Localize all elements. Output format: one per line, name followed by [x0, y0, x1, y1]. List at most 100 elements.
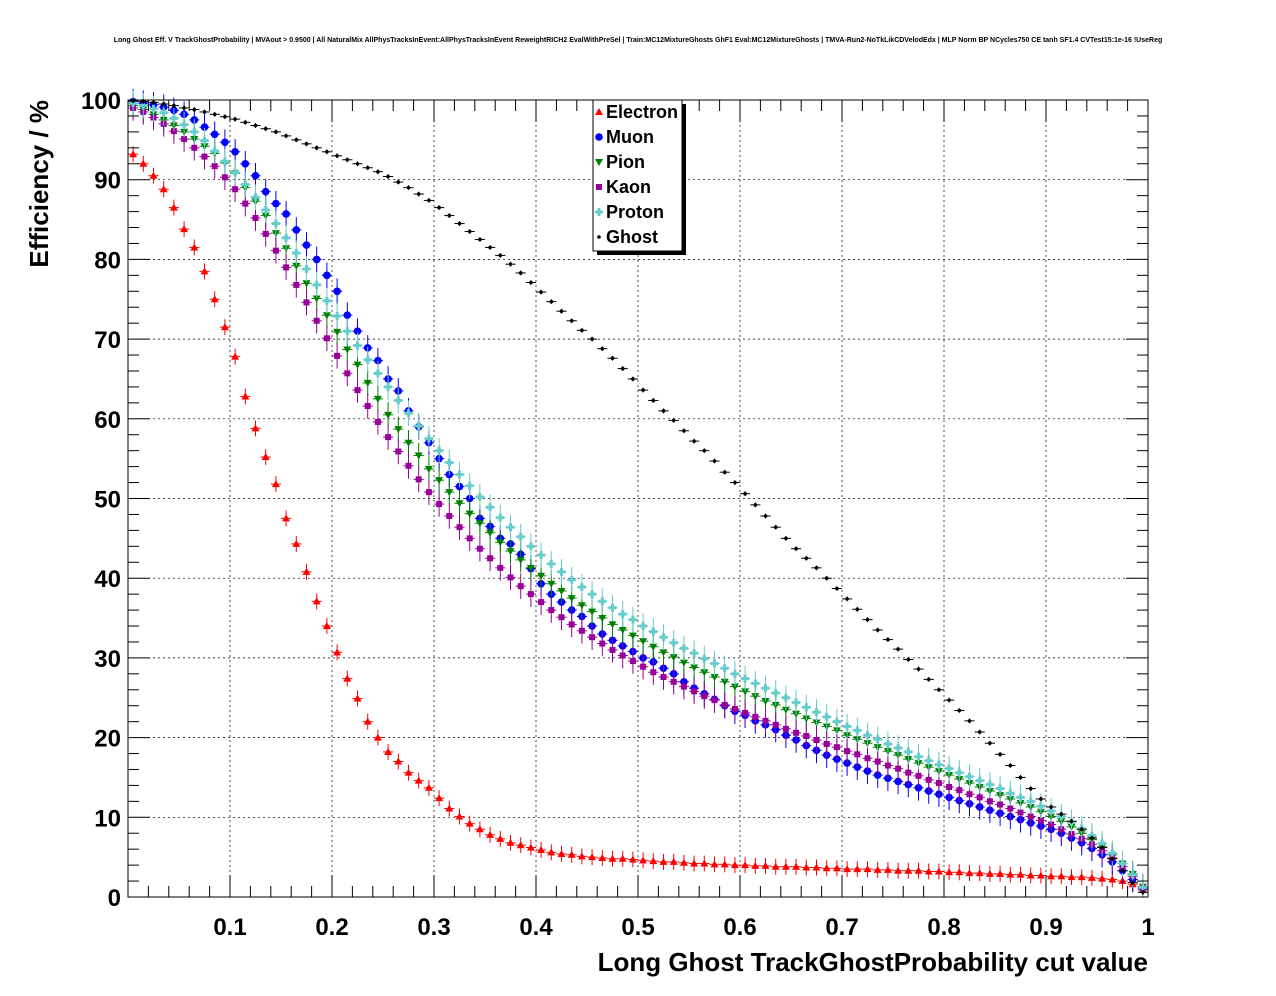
point-proton: [333, 311, 342, 320]
point-proton: [251, 193, 260, 202]
point-electron: [771, 862, 780, 870]
point-proton-v: [417, 421, 421, 430]
point-ghost: [651, 398, 656, 403]
point-ghost: [875, 628, 880, 632]
point-kaon: [425, 489, 432, 496]
point-ghost: [161, 102, 166, 106]
point-kaon: [721, 701, 728, 708]
point-proton: [802, 703, 811, 712]
point-proton-v: [488, 503, 492, 512]
point-proton-v: [294, 249, 298, 258]
point-proton: [1128, 870, 1137, 879]
point-ghost: [314, 146, 319, 150]
y-tick-label: 20: [94, 726, 121, 753]
point-proton: [241, 180, 250, 189]
point-pion: [720, 678, 729, 686]
point-electron: [1047, 872, 1056, 880]
point-ghost: [182, 106, 186, 110]
point-proton: [292, 249, 301, 258]
point-proton-v: [182, 120, 186, 129]
point-kaon: [415, 476, 422, 483]
point-kaon: [232, 186, 239, 193]
x-tick-label: 0.7: [825, 914, 858, 941]
point-proton: [822, 712, 831, 721]
point-ghost: [243, 120, 248, 125]
point-proton-v: [651, 627, 655, 636]
point-ghost: [620, 366, 625, 371]
point-proton: [1098, 839, 1107, 848]
point-pion: [628, 632, 637, 640]
point-muon: [231, 148, 239, 156]
point-electron: [792, 862, 801, 870]
point-kaon: [466, 535, 473, 542]
point-electron: [1087, 873, 1096, 881]
point-electron: [649, 857, 658, 865]
point-kaon: [323, 335, 330, 342]
point-electron: [302, 567, 311, 575]
point-ghost: [233, 117, 237, 121]
point-ghost: [855, 607, 860, 612]
point-proton-v: [192, 127, 196, 136]
point-electron: [720, 860, 729, 868]
point-electron: [343, 674, 352, 682]
point-electron: [934, 867, 943, 875]
point-proton-v: [794, 698, 798, 707]
point-pion: [761, 697, 770, 705]
point-pion: [639, 638, 648, 646]
x-tick-label: 0.8: [927, 914, 960, 941]
point-muon: [292, 226, 301, 234]
point-proton: [435, 446, 444, 455]
legend-marker-kaon: [596, 184, 602, 190]
point-proton-v: [937, 760, 941, 769]
point-electron: [873, 865, 882, 873]
point-kaon: [201, 153, 208, 160]
point-electron: [1077, 873, 1086, 881]
point-kaon: [476, 545, 483, 552]
point-electron: [261, 453, 270, 461]
point-electron: [139, 159, 148, 167]
point-kaon: [385, 434, 392, 441]
point-proton-v: [1039, 802, 1043, 811]
point-proton-v: [498, 513, 502, 522]
point-electron: [526, 843, 535, 851]
point-electron: [475, 825, 484, 833]
point-kaon: [935, 780, 942, 787]
point-electron: [149, 171, 158, 179]
point-electron: [945, 868, 954, 876]
point-electron: [567, 850, 576, 858]
point-pion: [384, 411, 393, 419]
point-kaon: [334, 352, 341, 359]
point-proton-v: [172, 114, 176, 123]
point-muon: [251, 171, 260, 180]
point-proton: [526, 542, 535, 551]
point-ghost: [1039, 797, 1043, 801]
point-proton-v: [988, 780, 992, 789]
point-proton-v: [825, 712, 829, 721]
point-proton-v: [917, 752, 920, 761]
point-kaon: [844, 748, 851, 755]
point-proton-v: [713, 659, 716, 668]
point-kaon: [823, 740, 830, 747]
point-kaon: [313, 317, 320, 324]
point-kaon: [436, 501, 443, 508]
point-proton-v: [315, 280, 319, 289]
x-tick-label: 0.1: [213, 914, 246, 941]
point-pion: [373, 395, 382, 403]
point-ghost: [580, 328, 584, 333]
point-electron: [1057, 872, 1066, 880]
point-kaon: [772, 721, 779, 728]
point-proton-v: [162, 108, 166, 117]
point-kaon: [1027, 813, 1034, 820]
point-proton-v: [1029, 797, 1033, 806]
point-proton: [883, 739, 892, 748]
point-proton: [363, 355, 372, 364]
point-kaon: [405, 462, 412, 469]
point-kaon: [558, 614, 565, 621]
point-pion: [465, 510, 474, 518]
x-tick-label: 0.2: [315, 914, 348, 941]
point-kaon: [507, 574, 514, 581]
point-proton-v: [845, 722, 849, 731]
point-proton: [649, 627, 658, 636]
point-proton: [965, 772, 974, 781]
x-tick-label: 0.4: [519, 914, 553, 941]
